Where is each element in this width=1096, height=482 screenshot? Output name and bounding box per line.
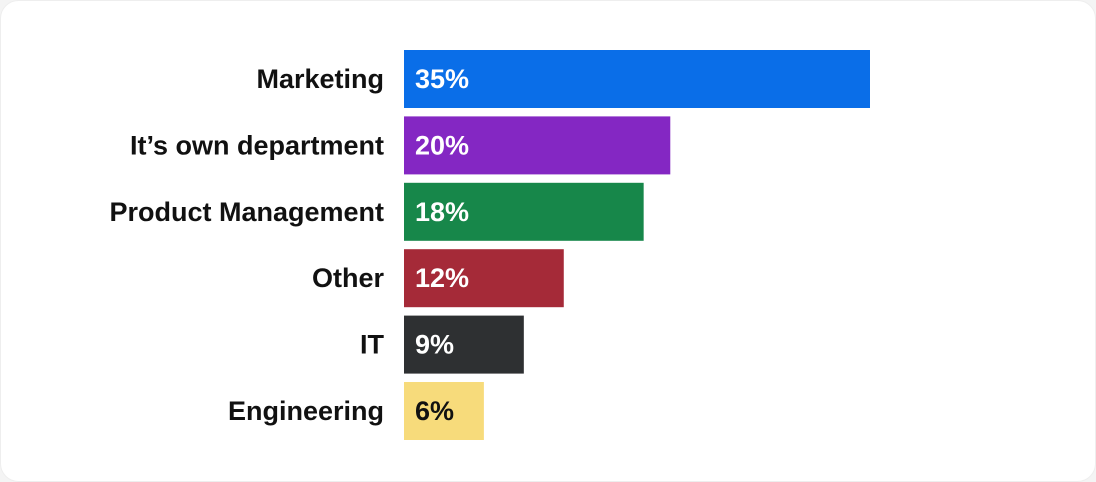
category-label: It’s own department — [130, 130, 384, 160]
value-label: 12% — [415, 263, 469, 293]
value-label: 20% — [415, 130, 469, 160]
bar — [404, 315, 524, 374]
value-label: 18% — [415, 197, 469, 227]
category-label: Engineering — [228, 396, 384, 426]
category-label: Product Management — [109, 197, 384, 227]
value-label: 35% — [415, 64, 469, 94]
bar — [404, 382, 484, 440]
bar — [404, 182, 644, 241]
value-label: 9% — [415, 330, 454, 360]
bar — [404, 50, 870, 108]
value-label: 6% — [415, 396, 454, 426]
category-label: Other — [312, 263, 385, 293]
category-label: Marketing — [256, 64, 384, 94]
bar — [404, 116, 671, 175]
bar — [404, 249, 564, 308]
category-label: IT — [360, 330, 385, 360]
